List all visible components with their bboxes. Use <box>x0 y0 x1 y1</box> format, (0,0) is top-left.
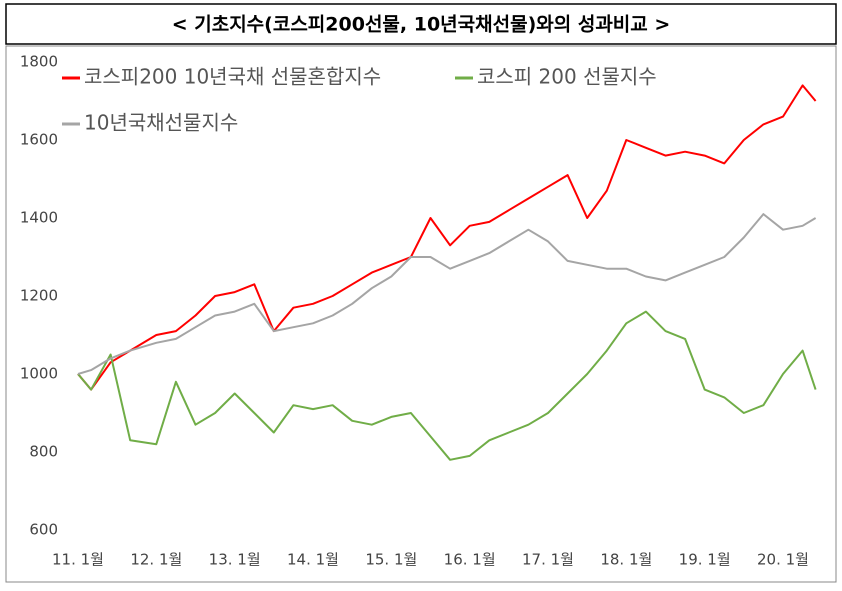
x-tick-label: 13. 1월 <box>209 551 261 569</box>
title-box <box>5 3 837 45</box>
x-tick-label: 11. 1월 <box>52 551 104 569</box>
legend-label: 10년국채선물지수 <box>84 111 238 135</box>
x-tick-label: 15. 1월 <box>365 551 417 569</box>
legend-label: 코스피200 10년국채 선물혼합지수 <box>84 65 381 89</box>
x-tick-label: 18. 1월 <box>600 551 652 569</box>
series-line <box>77 84 817 391</box>
y-tick-label: 1400 <box>20 209 58 227</box>
x-tick-label: 14. 1월 <box>287 551 339 569</box>
x-tick-label: 19. 1월 <box>679 551 731 569</box>
chart-frame <box>5 45 837 583</box>
x-tick-label: 16. 1월 <box>444 551 496 569</box>
y-tick-label: 1200 <box>20 287 58 305</box>
y-tick-label: 600 <box>29 521 58 539</box>
legend-label: 코스피 200 선물지수 <box>477 65 657 89</box>
y-tick-label: 1800 <box>20 53 58 71</box>
y-tick-label: 800 <box>29 443 58 461</box>
series-line <box>77 310 817 461</box>
x-tick-label: 20. 1월 <box>757 551 809 569</box>
series-line <box>77 213 817 375</box>
y-tick-label: 1000 <box>20 365 58 383</box>
x-tick-label: 17. 1월 <box>522 551 574 569</box>
chart-title: < 기초지수(코스피200선물, 10년국채선물)와의 성과비교 > <box>172 14 671 36</box>
y-tick-label: 1600 <box>20 131 58 149</box>
x-tick-label: 12. 1월 <box>130 551 182 569</box>
